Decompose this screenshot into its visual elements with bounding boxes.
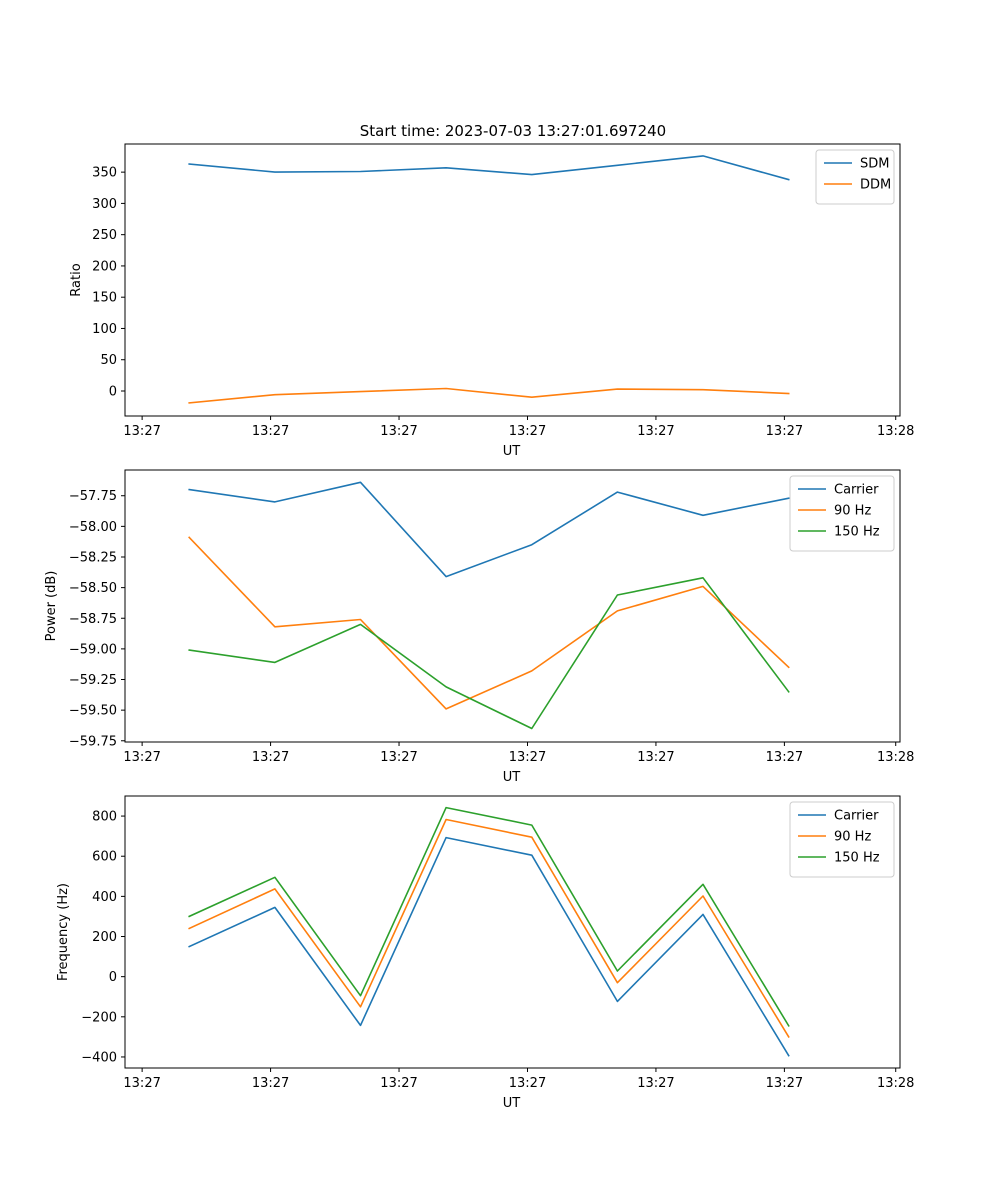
series-line-90-hz bbox=[188, 818, 790, 1038]
x-tick-label: 13:27 bbox=[509, 750, 546, 765]
series-line-carrier bbox=[188, 836, 790, 1057]
figure-title: Start time: 2023-07-03 13:27:01.697240 bbox=[360, 122, 666, 140]
x-tick-label: 13:27 bbox=[509, 1076, 546, 1091]
y-tick-label: −200 bbox=[81, 1010, 117, 1025]
x-tick-label: 13:27 bbox=[252, 750, 289, 765]
x-tick-label: 13:27 bbox=[637, 424, 674, 439]
y-tick-label: −59.00 bbox=[69, 642, 117, 657]
x-tick-label: 13:28 bbox=[877, 750, 914, 765]
x-tick-label: 13:28 bbox=[877, 424, 914, 439]
x-axis-label: UT bbox=[503, 770, 521, 785]
x-tick-label: 13:27 bbox=[766, 424, 803, 439]
x-tick-label: 13:27 bbox=[252, 424, 289, 439]
axes-frame bbox=[124, 143, 901, 417]
legend-label: 150 Hz bbox=[834, 851, 880, 866]
series-line-carrier bbox=[188, 481, 790, 578]
chart-panels: 13:27 13:27 13:27 13:27 13:27 13:27 13:28 0 50 10… bbox=[44, 143, 914, 1111]
y-tick-label: −59.75 bbox=[69, 734, 117, 749]
legend-label: DDM bbox=[860, 178, 891, 193]
series-line-90-hz bbox=[188, 536, 790, 710]
y-tick-label: 0 bbox=[109, 384, 117, 399]
y-tick-label: −58.50 bbox=[69, 581, 117, 596]
y-tick-label: 800 bbox=[92, 810, 117, 825]
y-tick-label: −58.25 bbox=[69, 550, 117, 565]
legend-label: Carrier bbox=[834, 809, 879, 824]
legend-box bbox=[789, 801, 895, 878]
y-tick-label: 50 bbox=[100, 353, 117, 368]
legend-label: 90 Hz bbox=[834, 830, 871, 845]
y-axis-label: Ratio bbox=[69, 263, 84, 296]
y-axis-label: Frequency (Hz) bbox=[56, 883, 71, 981]
chart-panel-1: 13:27 13:27 13:27 13:27 13:27 13:27 13:28 0 50 10… bbox=[69, 143, 914, 459]
chart-panel-2: 13:27 13:27 13:27 13:27 13:27 13:27 13:28 −59.7… bbox=[44, 469, 914, 785]
chart-panel-3: 13:27 13:27 13:27 13:27 13:27 13:27 13:28 −400 −… bbox=[56, 795, 914, 1111]
x-tick-label: 13:27 bbox=[123, 750, 160, 765]
legend: Carrier 90 Hz 150 Hz bbox=[789, 475, 895, 552]
series-line-150-hz bbox=[188, 806, 790, 1027]
legend-box bbox=[789, 475, 895, 552]
x-tick-label: 13:27 bbox=[766, 750, 803, 765]
y-tick-label: 300 bbox=[92, 197, 117, 212]
axes-frame bbox=[124, 795, 901, 1069]
y-tick-label: −59.25 bbox=[69, 673, 117, 688]
y-tick-label: −400 bbox=[81, 1050, 117, 1065]
x-axis-label: UT bbox=[503, 1096, 521, 1111]
y-tick-label: 400 bbox=[92, 890, 117, 905]
x-tick-label: 13:27 bbox=[637, 1076, 674, 1091]
series-line-150-hz bbox=[188, 576, 790, 730]
x-tick-label: 13:27 bbox=[123, 424, 160, 439]
x-axis-label: UT bbox=[503, 444, 521, 459]
x-tick-label: 13:27 bbox=[637, 750, 674, 765]
x-tick-label: 13:28 bbox=[877, 1076, 914, 1091]
y-tick-label: 100 bbox=[92, 322, 117, 337]
x-tick-label: 13:27 bbox=[123, 1076, 160, 1091]
y-tick-label: 250 bbox=[92, 228, 117, 243]
series-line-sdm bbox=[188, 155, 790, 181]
x-tick-label: 13:27 bbox=[252, 1076, 289, 1091]
legend-label: 90 Hz bbox=[834, 504, 871, 519]
y-tick-label: −58.00 bbox=[69, 520, 117, 535]
y-tick-label: −58.75 bbox=[69, 612, 117, 627]
y-axis-label: Power (dB) bbox=[44, 571, 59, 642]
x-tick-label: 13:27 bbox=[380, 424, 417, 439]
y-tick-label: 600 bbox=[92, 850, 117, 865]
y-tick-label: 150 bbox=[92, 291, 117, 306]
axes-frame bbox=[124, 469, 901, 743]
y-tick-label: 350 bbox=[92, 166, 117, 181]
x-tick-label: 13:27 bbox=[509, 424, 546, 439]
x-tick-label: 13:27 bbox=[380, 750, 417, 765]
legend: SDM DDM bbox=[815, 149, 895, 205]
legend-label: Carrier bbox=[834, 483, 879, 498]
y-tick-label: −59.50 bbox=[69, 704, 117, 719]
y-tick-label: 0 bbox=[109, 970, 117, 985]
y-tick-label: 200 bbox=[92, 259, 117, 274]
x-tick-label: 13:27 bbox=[380, 1076, 417, 1091]
y-tick-label: 200 bbox=[92, 930, 117, 945]
legend: Carrier 90 Hz 150 Hz bbox=[789, 801, 895, 878]
y-tick-label: −57.75 bbox=[69, 489, 117, 504]
legend-label: SDM bbox=[860, 157, 889, 172]
series-line-ddm bbox=[188, 387, 790, 404]
x-tick-label: 13:27 bbox=[766, 1076, 803, 1091]
legend-label: 150 Hz bbox=[834, 525, 880, 540]
